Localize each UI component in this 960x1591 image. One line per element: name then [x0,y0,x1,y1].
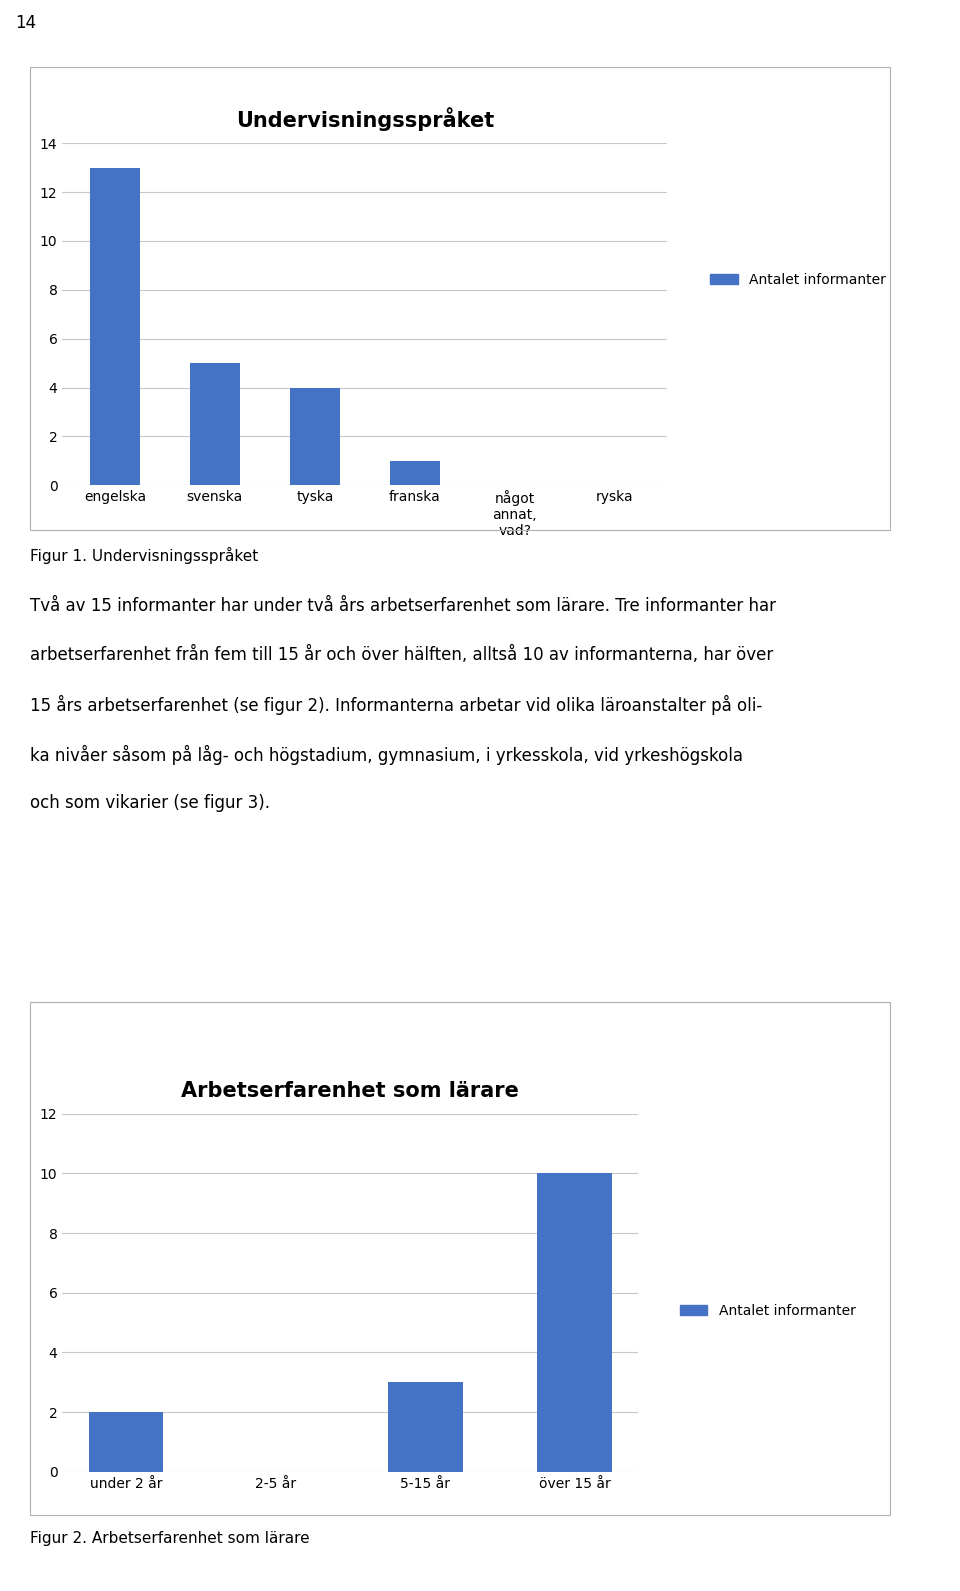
Legend: Antalet informanter: Antalet informanter [705,267,891,293]
Text: arbetserfarenhet från fem till 15 år och över hälften, alltså 10 av informantern: arbetserfarenhet från fem till 15 år och… [30,646,773,663]
Bar [538,1174,612,1472]
Text: Två av 15 informanter har under två års arbetserfarenhet som lärare. Tre informa: Två av 15 informanter har under två års … [30,597,776,614]
Bar [390,461,440,485]
Text: och som vikarier (se figur 3).: och som vikarier (se figur 3). [30,794,270,811]
Text: 15 års arbetserfarenhet (se figur 2). Informanterna arbetar vid olika läroanstal: 15 års arbetserfarenhet (se figur 2). In… [30,695,762,716]
Bar [190,363,240,485]
Text: ka nivåer såsom på låg- och högstadium, gymnasium, i yrkesskola, vid yrkeshögsko: ka nivåer såsom på låg- och högstadium, … [30,745,743,765]
Bar [90,167,140,485]
Title: Undervisningsspråket: Undervisningsspråket [235,107,494,130]
Bar [290,388,340,485]
Text: 14: 14 [15,14,36,32]
Title: Arbetserfarenhet som lärare: Arbetserfarenhet som lärare [181,1080,519,1101]
Text: Figur 2. Arbetserfarenhet som lärare: Figur 2. Arbetserfarenhet som lärare [30,1531,309,1545]
Bar [388,1383,463,1472]
Legend: Antalet informanter: Antalet informanter [674,1298,861,1324]
Bar [88,1413,163,1472]
Text: Figur 1. Undervisningsspråket: Figur 1. Undervisningsspråket [30,547,258,565]
